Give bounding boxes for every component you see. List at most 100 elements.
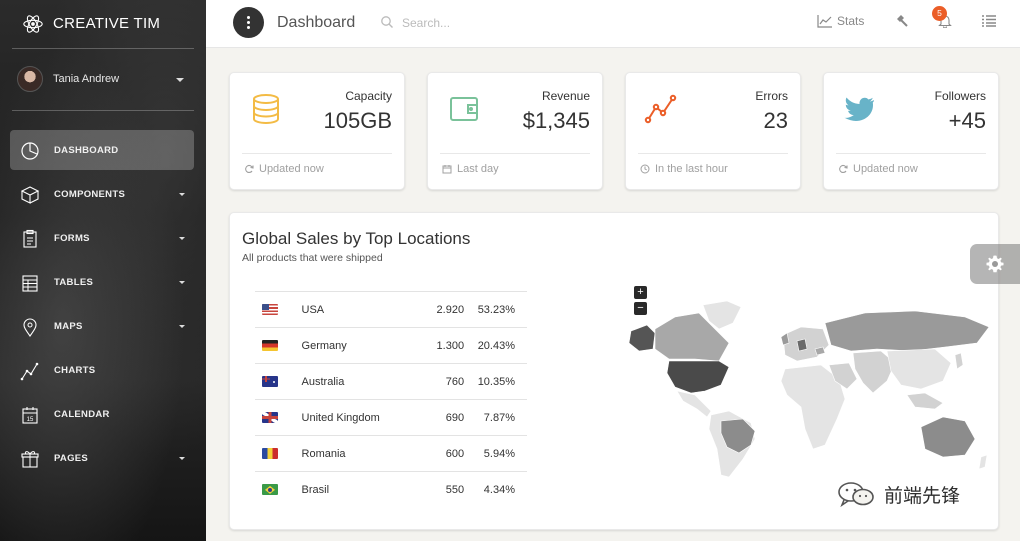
map-region bbox=[824, 310, 990, 352]
chevron-down-icon bbox=[179, 457, 185, 460]
brand[interactable]: CREATIVE TIM bbox=[0, 0, 206, 48]
chevron-down-icon bbox=[176, 78, 184, 82]
top-navbar: Dashboard Stats 5 bbox=[206, 0, 1020, 48]
sales-value: 2.920 bbox=[436, 303, 465, 316]
table-icon bbox=[22, 275, 38, 292]
stat-footer-text: In the last hour bbox=[655, 163, 728, 175]
stat-footer: In the last hour bbox=[640, 163, 728, 175]
avatar bbox=[17, 66, 43, 92]
stat-label: Capacity bbox=[345, 89, 392, 103]
calendar-day: 15 bbox=[27, 417, 34, 423]
map-region bbox=[720, 418, 756, 454]
calendar-icon: 15 bbox=[22, 407, 38, 424]
notification-badge: 5 bbox=[932, 6, 947, 21]
australia-flag-icon bbox=[262, 376, 278, 388]
sales-percent: 10.35% bbox=[477, 375, 515, 388]
stat-label: Errors bbox=[755, 89, 788, 103]
sidebar-item-label: CHARTS bbox=[54, 365, 96, 376]
user-name: Tania Andrew bbox=[53, 73, 120, 85]
pulse-icon bbox=[644, 94, 677, 124]
uk-flag-icon bbox=[262, 412, 278, 424]
table-row: Brasil 550 4.34% bbox=[255, 471, 527, 508]
sales-value: 760 bbox=[445, 375, 465, 388]
map-region bbox=[628, 324, 656, 352]
map-region bbox=[886, 348, 952, 390]
sidebar-item-label: MAPS bbox=[54, 321, 83, 332]
wallet-icon bbox=[450, 97, 478, 121]
global-sales-card: Global Sales by Top Locations All produc… bbox=[229, 212, 999, 530]
stat-label: Followers bbox=[934, 89, 986, 103]
search-input[interactable] bbox=[402, 13, 562, 33]
watermark-text: 前端先锋 bbox=[884, 484, 961, 507]
stats-link[interactable]: Stats bbox=[817, 14, 864, 28]
map-zoom-out-button[interactable]: − bbox=[634, 302, 647, 315]
chevron-down-icon bbox=[179, 193, 185, 196]
stats-label: Stats bbox=[837, 14, 865, 28]
line-chart-icon bbox=[20, 362, 39, 381]
page-title: Dashboard bbox=[277, 14, 356, 31]
dot bbox=[247, 16, 250, 19]
hammer-icon[interactable] bbox=[895, 14, 909, 28]
stat-card-errors: Errors 23 In the last hour bbox=[625, 72, 801, 190]
country-name: Australia bbox=[301, 375, 345, 388]
map-region bbox=[906, 392, 944, 410]
sidebar-divider bbox=[12, 48, 194, 49]
sidebar-item-label: COMPONENTS bbox=[54, 189, 126, 200]
map-region bbox=[666, 360, 730, 394]
sales-value: 1.300 bbox=[436, 339, 465, 352]
chart-pie-icon bbox=[21, 142, 39, 160]
divider bbox=[242, 153, 392, 154]
map-region bbox=[814, 346, 826, 356]
map-region bbox=[654, 312, 730, 362]
sidebar-item-calendar[interactable]: 15 CALENDAR bbox=[0, 393, 206, 437]
stat-value: $1,345 bbox=[522, 108, 590, 133]
stat-value: +45 bbox=[948, 108, 986, 133]
sales-value: 690 bbox=[445, 411, 465, 424]
card-subtitle: All products that were shipped bbox=[242, 252, 383, 264]
area-chart-icon bbox=[817, 15, 832, 28]
chevron-down-icon bbox=[179, 237, 185, 240]
table-row: Romania 600 5.94% bbox=[255, 435, 527, 472]
card-title: Global Sales by Top Locations bbox=[242, 229, 471, 248]
chevron-down-icon bbox=[179, 281, 185, 284]
world-map[interactable] bbox=[625, 299, 995, 483]
country-name: Brasil bbox=[301, 483, 330, 496]
stat-card-followers: Followers +45 Updated now bbox=[823, 72, 999, 190]
stat-value: 23 bbox=[763, 108, 788, 133]
romania-flag-icon bbox=[262, 448, 278, 460]
table-row: United Kingdom 690 7.87% bbox=[255, 399, 527, 436]
sales-percent: 4.34% bbox=[483, 483, 515, 496]
sidebar-item-pages[interactable]: PAGES bbox=[0, 437, 206, 481]
user-profile[interactable]: Tania Andrew bbox=[0, 58, 206, 102]
map-zoom-in-button[interactable]: + bbox=[634, 286, 647, 299]
sidebar-item-tables[interactable]: TABLES bbox=[0, 261, 206, 305]
divider bbox=[836, 153, 986, 154]
sidebar-item-dashboard[interactable]: DASHBOARD bbox=[0, 129, 206, 173]
dot bbox=[247, 26, 250, 29]
table-row: Germany 1.300 20.43% bbox=[255, 327, 527, 364]
country-name: United Kingdom bbox=[301, 411, 380, 424]
sidebar-item-maps[interactable]: MAPS bbox=[0, 305, 206, 349]
notifications-button[interactable]: 5 bbox=[932, 6, 960, 32]
map-region bbox=[852, 350, 896, 394]
sidebar-item-charts[interactable]: CHARTS bbox=[0, 349, 206, 393]
list-icon[interactable] bbox=[982, 15, 996, 27]
sidebar-item-forms[interactable]: FORMS bbox=[0, 217, 206, 261]
stat-label: Revenue bbox=[541, 89, 590, 103]
gift-icon bbox=[21, 451, 39, 468]
map-region bbox=[676, 390, 712, 418]
wechat-icon bbox=[838, 482, 874, 508]
map-region bbox=[780, 332, 790, 346]
calendar-icon bbox=[442, 165, 452, 174]
country-name: Romania bbox=[301, 447, 346, 460]
germany-flag-icon bbox=[262, 340, 278, 352]
sales-percent: 5.94% bbox=[483, 447, 515, 460]
us-flag-icon bbox=[262, 304, 278, 316]
brand-name: CREATIVE TIM bbox=[53, 15, 161, 32]
clock-icon bbox=[640, 164, 650, 174]
fixed-plugin-settings[interactable] bbox=[970, 244, 1020, 284]
sidebar-toggle-button[interactable] bbox=[233, 7, 264, 38]
sidebar-divider bbox=[12, 110, 194, 111]
box-icon bbox=[20, 186, 40, 204]
sidebar-item-components[interactable]: COMPONENTS bbox=[0, 173, 206, 217]
